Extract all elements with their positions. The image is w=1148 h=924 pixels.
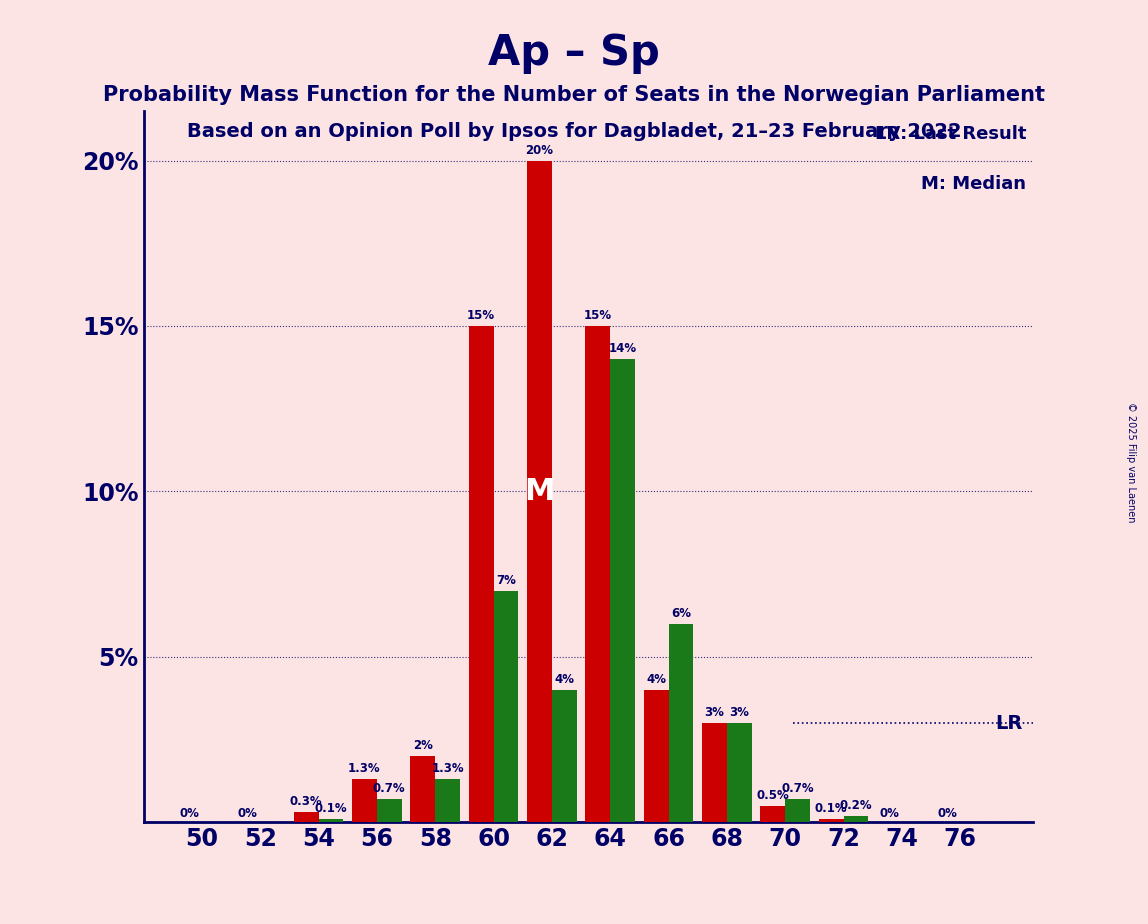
- Bar: [552, 690, 576, 822]
- Text: M: M: [525, 477, 554, 506]
- Text: M: Median: M: Median: [921, 175, 1026, 192]
- Text: 15%: 15%: [584, 309, 612, 322]
- Text: 0%: 0%: [879, 807, 900, 820]
- Text: 0.1%: 0.1%: [815, 802, 847, 815]
- Text: 3%: 3%: [705, 706, 724, 719]
- Text: 0%: 0%: [238, 807, 257, 820]
- Bar: [727, 723, 752, 822]
- Bar: [527, 161, 552, 822]
- Text: 0.3%: 0.3%: [289, 796, 323, 808]
- Bar: [318, 819, 343, 822]
- Bar: [703, 723, 727, 822]
- Text: Based on an Opinion Poll by Ipsos for Dagbladet, 21–23 February 2022: Based on an Opinion Poll by Ipsos for Da…: [187, 122, 961, 141]
- Text: 20%: 20%: [526, 143, 553, 156]
- Text: 1.3%: 1.3%: [348, 762, 381, 775]
- Text: 0.2%: 0.2%: [839, 798, 872, 812]
- Bar: [352, 779, 377, 822]
- Bar: [468, 326, 494, 822]
- Bar: [644, 690, 668, 822]
- Text: 1.3%: 1.3%: [432, 762, 464, 775]
- Text: © 2025 Filip van Laenen: © 2025 Filip van Laenen: [1126, 402, 1135, 522]
- Text: 0.5%: 0.5%: [757, 789, 789, 802]
- Text: 6%: 6%: [670, 607, 691, 620]
- Text: 7%: 7%: [496, 574, 515, 587]
- Text: 4%: 4%: [646, 673, 666, 686]
- Bar: [411, 756, 435, 822]
- Text: Ap – Sp: Ap – Sp: [488, 32, 660, 74]
- Text: 3%: 3%: [729, 706, 750, 719]
- Bar: [760, 806, 785, 822]
- Text: 0.7%: 0.7%: [373, 783, 405, 796]
- Bar: [377, 799, 402, 822]
- Bar: [785, 799, 810, 822]
- Bar: [668, 624, 693, 822]
- Bar: [435, 779, 460, 822]
- Bar: [294, 812, 318, 822]
- Text: 15%: 15%: [467, 309, 495, 322]
- Text: Probability Mass Function for the Number of Seats in the Norwegian Parliament: Probability Mass Function for the Number…: [103, 85, 1045, 105]
- Bar: [611, 359, 635, 822]
- Text: 14%: 14%: [608, 342, 637, 355]
- Text: 0.7%: 0.7%: [782, 783, 814, 796]
- Bar: [819, 819, 844, 822]
- Bar: [844, 816, 868, 822]
- Text: 4%: 4%: [554, 673, 574, 686]
- Text: 2%: 2%: [413, 739, 433, 752]
- Text: LR: LR: [995, 713, 1023, 733]
- Bar: [494, 590, 519, 822]
- Text: LR: Last Result: LR: Last Result: [875, 125, 1026, 143]
- Text: 0%: 0%: [938, 807, 957, 820]
- Text: 0.1%: 0.1%: [315, 802, 347, 815]
- Bar: [585, 326, 611, 822]
- Text: 0%: 0%: [179, 807, 200, 820]
